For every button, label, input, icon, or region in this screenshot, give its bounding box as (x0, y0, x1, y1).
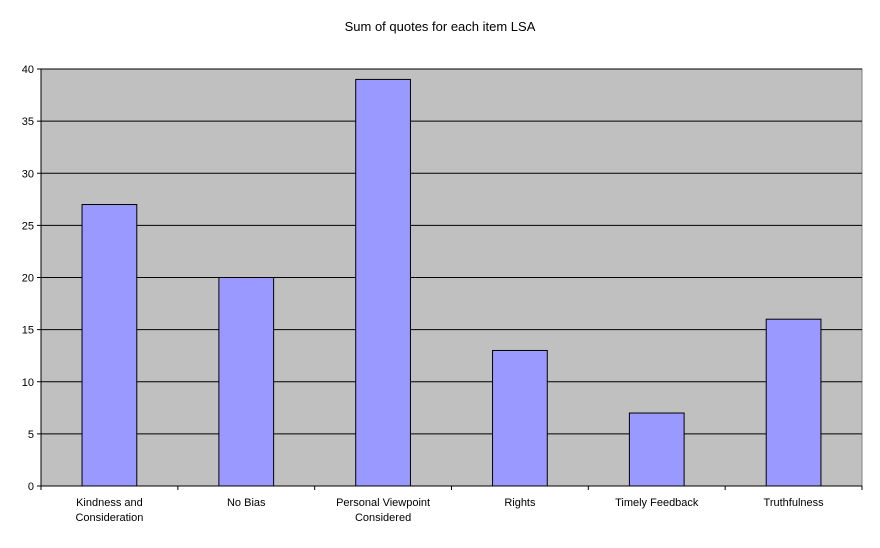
x-tick-label-line: Truthfulness (764, 497, 825, 509)
y-tick-label: 25 (22, 220, 34, 232)
bar (628, 412, 685, 487)
x-tick-label-line: Rights (504, 497, 536, 509)
y-tick-label: 5 (28, 429, 34, 441)
bar (492, 349, 548, 487)
y-tick-label: 40 (22, 64, 34, 76)
x-tick-label-line: Personal Viewpoint (336, 497, 430, 509)
chart-title: Sum of quotes for each item LSA (344, 19, 536, 34)
y-tick-label: 10 (22, 377, 34, 389)
x-tick-label-line: No Bias (227, 497, 266, 509)
bar (81, 204, 138, 487)
x-tick-label-line: Considered (355, 512, 411, 524)
bar (355, 78, 411, 487)
x-tick-label: Timely Feedback (615, 497, 699, 509)
x-tick-label-line: Consideration (75, 512, 143, 524)
x-tick-label: Personal Viewpoint Considered (336, 497, 430, 524)
x-tick-label: Rights (504, 497, 536, 509)
bar (765, 318, 822, 487)
bar (218, 277, 275, 487)
x-tick-label: Kindness and Consideration (75, 497, 143, 524)
y-tick-label: 0 (28, 481, 34, 493)
x-tick-label-line: Timely Feedback (615, 497, 699, 509)
x-tick-label-line: Kindness and (76, 497, 143, 509)
y-tick-label: 30 (22, 168, 34, 180)
y-tick-label: 15 (22, 325, 34, 337)
x-tick-label: Truthfulness (764, 497, 825, 509)
y-tick-label: 20 (22, 273, 34, 285)
x-tick-label: No Bias (227, 497, 266, 509)
y-tick-label: 35 (22, 116, 34, 128)
